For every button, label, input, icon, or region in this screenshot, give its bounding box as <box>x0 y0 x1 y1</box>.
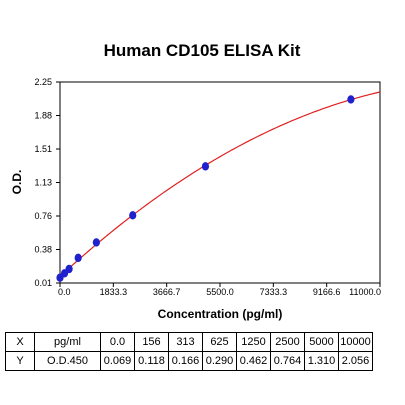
x-tick-label: 0.0 <box>58 287 71 297</box>
data-point <box>201 162 210 171</box>
table-cell: 2500 <box>270 332 305 352</box>
data-point <box>74 253 82 263</box>
y-tick-label: 0.76 <box>34 211 52 221</box>
table-cell: 0.069 <box>100 351 135 371</box>
standard-curve-chart: Human CD105 ELISA Kit 0.01 0.38 0.76 1.13 1.… <box>10 41 381 321</box>
row-label: X <box>5 332 35 352</box>
table-cell: 0.166 <box>168 351 203 371</box>
y-tick-label: 0.01 <box>34 278 52 288</box>
table-cell: 5000 <box>304 332 339 352</box>
x-tick-label: 1833.3 <box>100 287 128 297</box>
y-tick-label: 0.38 <box>34 245 52 255</box>
x-tick-label: 5500.0 <box>206 287 234 297</box>
y-tick-label: 1.51 <box>34 144 52 154</box>
y-axis-ticks: 0.01 0.38 0.76 1.13 1.51 1.88 2.25 <box>34 77 60 288</box>
table-row: Y O.D.450 0.069 0.118 0.166 0.290 0.462 0.764 1.… <box>5 351 373 371</box>
table-cell: 0.764 <box>270 351 305 371</box>
x-axis-ticks: 0.0 1833.3 3666.7 5500.0 7333.3 9166.6 11000.0 <box>58 283 381 297</box>
row-label: Y <box>5 351 35 371</box>
plot-area <box>59 81 381 284</box>
y-tick-label: 2.25 <box>34 77 52 87</box>
data-point <box>65 264 73 274</box>
table-cell: 1250 <box>236 332 271 352</box>
x-tick-label: 11000.0 <box>349 287 381 297</box>
table-cell: 2.056 <box>338 351 373 371</box>
table-cell: 625 <box>202 332 237 352</box>
table-cell: 0.290 <box>202 351 237 371</box>
table-cell: 0.462 <box>236 351 271 371</box>
x-tick-label: 3666.7 <box>153 287 181 297</box>
table-cell: 10000 <box>338 332 373 352</box>
table-cell: 0.118 <box>134 351 169 371</box>
table-cell: 156 <box>134 332 169 352</box>
data-points <box>56 95 355 282</box>
table-cell: 0.0 <box>100 332 135 352</box>
x-tick-label: 7333.3 <box>260 287 288 297</box>
y-tick-label: 1.88 <box>34 111 52 121</box>
y-tick-label: 1.13 <box>34 178 52 188</box>
row-unit: O.D.450 <box>34 351 101 371</box>
data-point <box>92 238 100 247</box>
x-tick-label: 9166.6 <box>313 287 341 297</box>
chart-title: Human CD105 ELISA Kit <box>104 41 301 60</box>
table-cell: 313 <box>168 332 203 352</box>
y-axis-label: O.D. <box>10 170 24 195</box>
data-point <box>129 211 137 220</box>
row-unit: pg/ml <box>34 332 101 352</box>
table-cell: 1.310 <box>304 351 339 371</box>
data-point <box>347 95 355 104</box>
x-axis-label: Concentration (pg/ml) <box>158 307 283 321</box>
fit-curve-line <box>59 91 381 277</box>
